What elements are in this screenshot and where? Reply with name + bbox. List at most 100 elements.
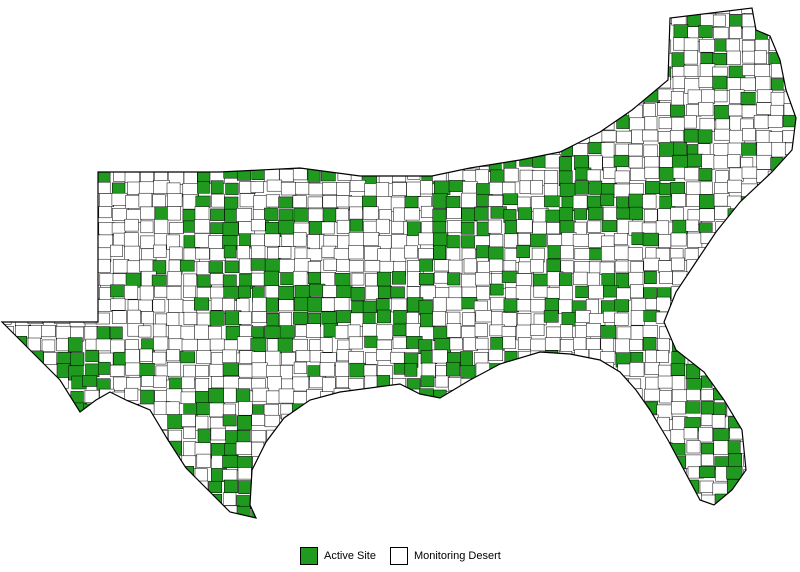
county-desert [742,50,756,64]
county-desert [251,77,266,90]
county-desert [2,417,15,431]
county-desert [28,430,43,444]
county-desert [418,248,434,261]
county-desert [112,208,129,221]
county-desert [98,480,112,494]
county-desert [488,14,504,29]
county-desert [68,207,85,222]
county-desert [180,507,196,518]
county-desert [740,335,756,351]
county-desert [670,8,685,13]
county-desert [12,401,27,414]
county-desert [99,52,115,66]
county-desert [238,364,253,378]
county-desert [140,140,158,153]
county-desert [768,312,783,325]
county-desert [28,8,45,13]
county-desert [166,312,180,326]
county-desert [781,194,795,207]
county-active [701,401,715,415]
county-active [670,363,685,376]
legend-label-active: Active Site [324,550,376,562]
county-active [337,508,354,518]
county-desert [700,388,715,401]
county-desert [488,63,505,78]
county-desert [671,389,688,403]
county-desert [349,155,365,169]
county-desert [166,388,183,404]
county-desert [348,389,363,403]
county-desert [2,205,17,221]
county-desert [544,8,559,13]
county-desert [308,8,325,12]
county-desert [714,128,731,141]
county-desert [279,505,296,518]
county-desert [348,415,364,431]
county-desert [2,141,14,156]
county-desert [181,494,198,507]
county-desert [25,508,42,518]
county-desert [293,155,308,170]
county-desert [407,27,422,41]
county-desert [740,492,757,504]
county-desert [265,65,282,81]
county-active [390,286,405,299]
county-desert [375,466,391,482]
county-active [546,258,561,274]
county-desert [421,362,436,378]
county-desert [600,142,615,158]
county-desert [182,26,196,39]
county-active [683,128,699,143]
county-desert [631,129,644,144]
county-desert [364,260,381,273]
county-desert [421,89,435,105]
county-desert [533,90,548,106]
county-active [589,180,603,195]
county-desert [279,76,296,91]
county-desert [53,465,68,479]
county-desert [460,8,478,16]
county-active [404,363,418,377]
county-desert [687,232,703,248]
county-active [223,245,237,259]
county-desert [2,349,15,363]
county-desert [295,25,309,38]
county-desert [573,518,586,529]
county-desert [601,246,617,262]
county-active [518,207,532,222]
county-active [459,128,474,141]
county-desert [321,402,335,418]
county-desert [41,339,56,352]
county-desert [127,36,143,52]
county-desert [698,76,714,88]
county-desert [531,51,545,64]
county-desert [54,117,71,133]
county-desert [488,104,504,117]
county-desert [124,349,140,365]
county-desert [292,115,309,130]
county-desert [685,454,702,469]
county-active [82,375,98,387]
county-active [307,118,324,130]
county-desert [713,351,731,366]
county-desert [406,492,423,506]
county-desert [42,168,59,181]
county-active [600,325,617,340]
county-active [208,261,223,274]
county-desert [12,170,27,184]
county-desert [364,77,380,92]
county-desert [57,481,72,495]
county-desert [602,391,617,404]
county-desert [448,286,463,300]
county-desert [712,311,726,326]
county-desert [27,157,42,172]
county-desert [180,391,197,404]
county-desert [348,232,365,247]
county-desert [26,493,40,505]
county-desert [196,24,211,38]
county-desert [68,220,83,234]
county-desert [308,466,325,483]
county-active [645,181,661,194]
county-active [572,481,588,495]
legend-label-desert: Monitoring Desert [413,550,501,562]
